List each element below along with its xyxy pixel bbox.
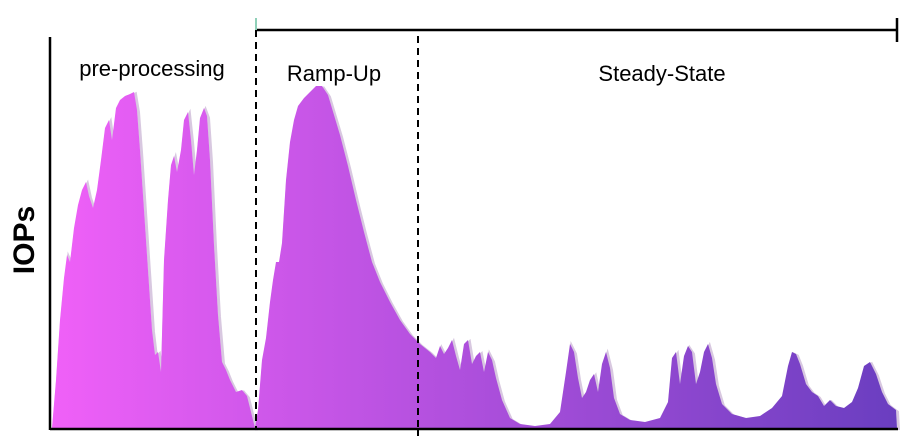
iops-waveform-outline: [52, 86, 900, 431]
phase-label-ramp-up: Ramp-Up: [287, 61, 381, 86]
iops-waveform: [52, 86, 897, 428]
steady-state-span-bracket: [255, 18, 899, 42]
phase-label-pre-processing: pre-processing: [79, 56, 225, 81]
phase-label-steady-state: Steady-State: [598, 61, 725, 86]
y-axis-label: IOPs: [8, 206, 41, 274]
